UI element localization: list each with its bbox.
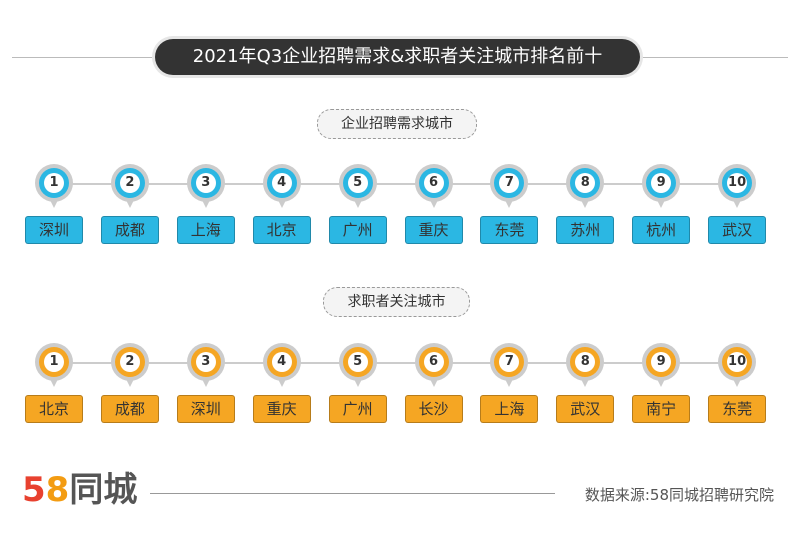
map-pin-icon: 1 xyxy=(35,164,73,208)
logo-58tongcheng: 58同城 xyxy=(22,470,138,510)
rank-item: 3 上海 xyxy=(174,162,238,244)
map-pin-icon: 10 xyxy=(718,343,757,387)
city-label: 上海 xyxy=(176,216,235,244)
map-pin-icon: 3 xyxy=(186,343,225,387)
map-pin-icon: 3 xyxy=(186,164,225,208)
city-label: 武汉 xyxy=(556,395,615,423)
rank-number: 9 xyxy=(651,352,672,372)
city-label: 成都 xyxy=(100,395,159,423)
map-pin-icon: 5 xyxy=(338,343,377,387)
rank-number: 3 xyxy=(195,352,216,372)
rank-number: 3 xyxy=(195,173,216,193)
city-label: 苏州 xyxy=(556,216,615,244)
footer-divider xyxy=(150,493,555,494)
city-label: 北京 xyxy=(25,395,83,423)
rank-number: 1 xyxy=(44,352,64,372)
map-pin-icon: 8 xyxy=(566,164,605,208)
rank-item: 6 重庆 xyxy=(402,162,466,244)
rank-item: 9 杭州 xyxy=(629,162,693,244)
rank-number: 5 xyxy=(347,352,368,372)
rank-item: 10 武汉 xyxy=(705,162,769,244)
employer-ranking: 1 深圳 2 成都 3 上海 4 北京 5 广州 6 重庆 7 东莞 8 苏州 9 杭州 10 武汉 xyxy=(0,162,800,244)
map-pin-icon: 8 xyxy=(566,343,605,387)
rank-item: 8 苏州 xyxy=(553,162,617,244)
connector-line xyxy=(54,183,737,185)
rank-item: 6 长沙 xyxy=(402,341,466,423)
rank-number: 8 xyxy=(575,352,596,372)
map-pin-icon: 7 xyxy=(490,164,529,208)
city-label: 南宁 xyxy=(632,395,691,423)
map-pin-icon: 2 xyxy=(110,164,149,208)
city-label: 重庆 xyxy=(252,395,311,423)
rank-number: 4 xyxy=(271,352,292,372)
city-label: 东莞 xyxy=(708,395,767,423)
rank-number: 7 xyxy=(499,173,520,193)
map-pin-icon: 4 xyxy=(262,343,301,387)
rank-number: 5 xyxy=(347,173,368,193)
city-label: 北京 xyxy=(252,216,311,244)
map-pin-icon: 4 xyxy=(262,164,301,208)
data-source: 数据来源:58同城招聘研究院 xyxy=(584,486,774,504)
map-pin-icon: 10 xyxy=(718,164,757,208)
rank-number: 8 xyxy=(575,173,596,193)
map-pin-icon: 7 xyxy=(490,343,529,387)
city-label: 广州 xyxy=(328,395,387,423)
city-label: 成都 xyxy=(100,216,159,244)
connector-line xyxy=(54,362,737,364)
rank-number: 7 xyxy=(499,352,520,372)
rank-number: 10 xyxy=(727,352,748,372)
map-pin-icon: 2 xyxy=(110,343,149,387)
rank-number: 6 xyxy=(423,173,444,193)
city-label: 杭州 xyxy=(632,216,691,244)
rank-number: 9 xyxy=(651,173,672,193)
rank-item: 10 东莞 xyxy=(705,341,769,423)
rank-number: 2 xyxy=(119,173,140,193)
rank-number: 4 xyxy=(271,173,292,193)
seeker-ranking: 1 北京 2 成都 3 深圳 4 重庆 5 广州 6 长沙 7 上海 8 武汉 9 南宁 10 东莞 xyxy=(0,341,800,423)
employer-section-label: 企业招聘需求城市 xyxy=(317,109,477,139)
rank-item: 5 广州 xyxy=(326,341,390,423)
rank-item: 1 北京 xyxy=(22,341,86,423)
city-label: 深圳 xyxy=(176,395,235,423)
rank-item: 7 上海 xyxy=(477,341,541,423)
rank-number: 1 xyxy=(44,173,64,193)
map-pin-icon: 1 xyxy=(35,343,73,387)
city-label: 武汉 xyxy=(708,216,767,244)
seeker-section-label: 求职者关注城市 xyxy=(323,287,470,317)
rank-item: 1 深圳 xyxy=(22,162,86,244)
rank-item: 5 广州 xyxy=(326,162,390,244)
rank-item: 8 武汉 xyxy=(553,341,617,423)
map-pin-icon: 6 xyxy=(414,343,453,387)
page-title: 2021年Q3企业招聘需求&求职者关注城市排名前十 xyxy=(155,39,640,75)
rank-number: 2 xyxy=(119,352,140,372)
rank-number: 6 xyxy=(423,352,444,372)
city-label: 广州 xyxy=(328,216,387,244)
rank-item: 4 北京 xyxy=(250,162,314,244)
rank-item: 2 成都 xyxy=(98,341,162,423)
rank-item: 4 重庆 xyxy=(250,341,314,423)
city-label: 深圳 xyxy=(25,216,83,244)
rank-item: 7 东莞 xyxy=(477,162,541,244)
map-pin-icon: 9 xyxy=(642,164,681,208)
map-pin-icon: 9 xyxy=(642,343,681,387)
city-label: 东莞 xyxy=(480,216,539,244)
rank-number: 10 xyxy=(727,173,748,193)
city-label: 上海 xyxy=(480,395,539,423)
city-label: 长沙 xyxy=(404,395,463,423)
rank-item: 2 成都 xyxy=(98,162,162,244)
city-label: 重庆 xyxy=(404,216,463,244)
rank-item: 3 深圳 xyxy=(174,341,238,423)
map-pin-icon: 6 xyxy=(414,164,453,208)
map-pin-icon: 5 xyxy=(338,164,377,208)
rank-item: 9 南宁 xyxy=(629,341,693,423)
